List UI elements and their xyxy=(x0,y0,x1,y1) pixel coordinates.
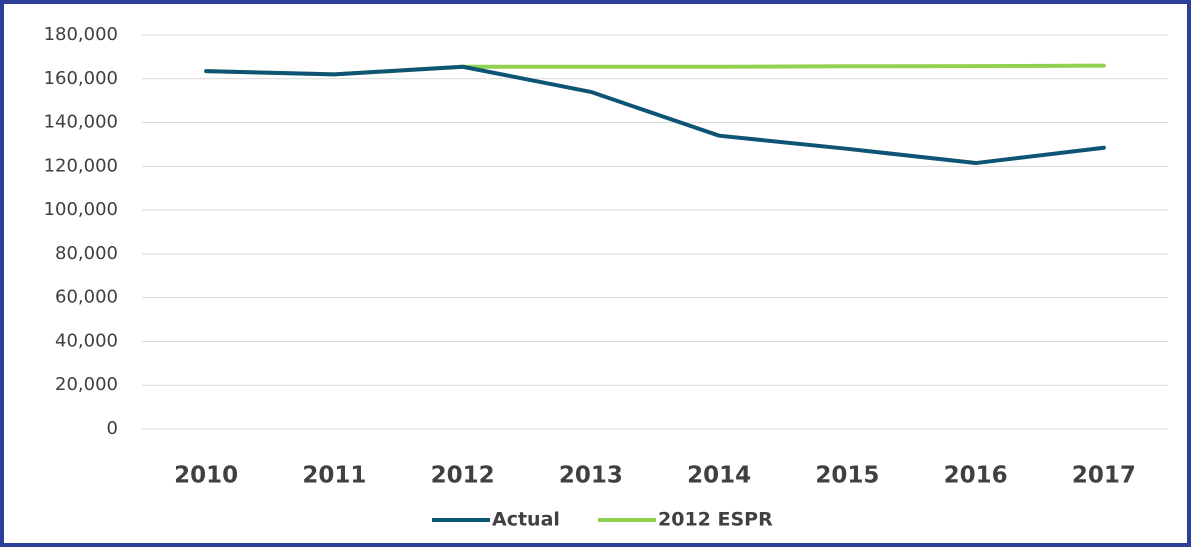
series-line xyxy=(204,64,1106,166)
legend-label: 2012 ESPR xyxy=(658,509,773,531)
x-tick-label: 2015 xyxy=(815,463,879,489)
y-tick-label: 180,000 xyxy=(44,24,118,45)
y-tick-label: 160,000 xyxy=(44,68,118,89)
x-tick-label: 2012 xyxy=(431,463,495,489)
x-tick-label: 2010 xyxy=(174,463,238,489)
y-tick-label: 80,000 xyxy=(55,243,118,264)
x-tick-label: 2014 xyxy=(687,463,751,489)
y-tick-label: 0 xyxy=(107,418,118,439)
y-tick-label: 60,000 xyxy=(55,287,118,308)
y-tick-label: 20,000 xyxy=(55,374,118,395)
x-tick-label: 2013 xyxy=(559,463,623,489)
y-tick-label: 40,000 xyxy=(55,330,118,351)
y-tick-label: 140,000 xyxy=(44,112,118,133)
x-tick-label: 2011 xyxy=(302,463,366,489)
x-tick-label: 2017 xyxy=(1072,463,1136,489)
x-tick-label: 2016 xyxy=(944,463,1008,489)
y-tick-label: 120,000 xyxy=(44,155,118,176)
y-tick-label: 100,000 xyxy=(44,199,118,220)
legend-label: Actual xyxy=(492,509,560,531)
